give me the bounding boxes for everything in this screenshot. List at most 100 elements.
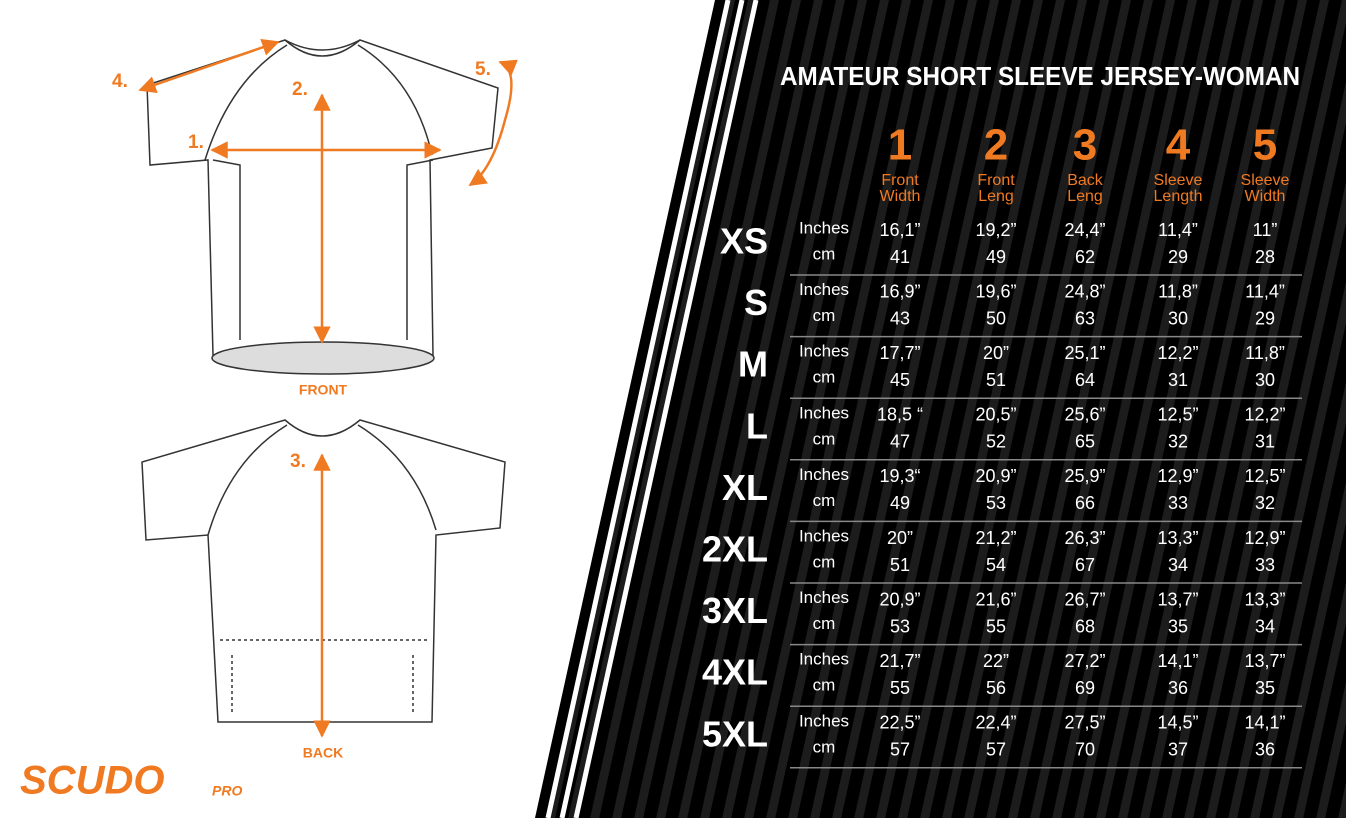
column-label: Width [1245,188,1286,205]
inches-value: 21,7” [879,651,920,671]
cm-value: 55 [986,616,1006,636]
cm-value: 55 [890,678,910,698]
inches-value: 20,5” [975,405,1016,425]
cm-value: 47 [890,432,910,452]
back-label: BACK [303,745,343,761]
column-label: Front [881,172,919,189]
unit-label: cm [813,244,836,263]
cm-value: 35 [1255,678,1275,698]
inches-value: 24,4” [1064,220,1105,240]
cm-value: 51 [890,555,910,575]
inches-value: 26,7” [1064,589,1105,609]
inches-value: 12,9” [1244,528,1285,548]
diagram-label: 1. [188,132,204,153]
unit-label: Inches [799,280,849,299]
cm-value: 67 [1075,555,1095,575]
logo: SCUDO [20,759,164,803]
cm-value: 31 [1168,370,1188,390]
inches-value: 16,1” [879,220,920,240]
inches-value: 11,8” [1245,343,1285,363]
cm-value: 52 [986,432,1006,452]
inches-value: 27,2” [1064,651,1105,671]
cm-value: 54 [986,555,1006,575]
inches-value: 26,3” [1064,528,1105,548]
unit-label: Inches [799,588,849,607]
unit-label: Inches [799,403,849,422]
edge-stripes [545,0,759,819]
inches-value: 14,1” [1157,651,1198,671]
inches-value: 17,7” [879,343,920,363]
inches-value: 24,8” [1064,281,1105,301]
cm-value: 53 [890,616,910,636]
unit-label: cm [813,676,836,695]
size-label: 5XL [702,713,768,754]
size-label: L [746,405,768,446]
inches-value: 20,9” [879,589,920,609]
cm-value: 36 [1255,740,1275,760]
inches-value: 25,9” [1064,466,1105,486]
column-label: Leng [978,188,1014,205]
inches-value: 13,3” [1157,528,1198,548]
cm-value: 51 [986,370,1006,390]
cm-value: 35 [1168,616,1188,636]
unit-label: Inches [799,526,849,545]
inches-value: 25,1” [1064,343,1105,363]
cm-value: 53 [986,493,1006,513]
cm-value: 65 [1075,432,1095,452]
size-label: 4XL [702,652,768,693]
size-label: M [738,344,768,385]
size-label: XS [720,221,768,262]
unit-label: Inches [799,711,849,730]
unit-label: Inches [799,465,849,484]
column-label: Sleeve [1154,172,1203,189]
inches-value: 12,2” [1244,405,1285,425]
cm-value: 49 [890,493,910,513]
inches-value: 20” [887,528,913,548]
size-label: 2XL [702,529,768,570]
cm-value: 57 [986,740,1006,760]
inches-value: 16,9” [879,281,920,301]
unit-label: Inches [799,342,849,361]
cm-value: 63 [1075,308,1095,328]
unit-label: cm [813,429,836,448]
inches-value: 27,5” [1064,713,1105,733]
inches-value: 11,4” [1158,220,1198,240]
cm-value: 41 [890,247,910,267]
diagram-label: 4. [112,71,128,92]
column-label: Sleeve [1241,172,1290,189]
column-number: 1 [888,121,912,170]
cm-value: 33 [1168,493,1188,513]
cm-value: 36 [1168,678,1188,698]
inches-value: 20” [983,343,1009,363]
cm-value: 57 [890,740,910,760]
inches-value: 19,3“ [879,466,920,486]
column-label: Front [977,172,1015,189]
cm-value: 56 [986,678,1006,698]
unit-label: cm [813,306,836,325]
inches-value: 11,4” [1245,281,1285,301]
inches-value: 12,9” [1157,466,1198,486]
cm-value: 28 [1255,247,1275,267]
inches-value: 21,2” [975,528,1016,548]
size-label: S [744,282,768,323]
cm-value: 66 [1075,493,1095,513]
cm-value: 64 [1075,370,1095,390]
cm-value: 29 [1168,247,1188,267]
unit-label: cm [813,491,836,510]
diagram-label: 5. [475,59,491,80]
size-label: XL [722,467,768,508]
inches-value: 14,5” [1157,713,1198,733]
size-table: 1FrontWidth2FrontLeng3BackLeng4SleeveLen… [702,121,1302,769]
unit-label: cm [813,614,836,633]
inches-value: 22,5” [879,713,920,733]
inches-value: 13,7” [1244,651,1285,671]
cm-value: 30 [1168,308,1188,328]
column-label: Width [880,188,921,205]
inches-value: 12,2” [1157,343,1198,363]
title: AMATEUR SHORT SLEEVE JERSEY-WOMAN [780,61,1300,91]
cm-value: 29 [1255,308,1275,328]
cm-value: 34 [1255,616,1275,636]
column-number: 3 [1073,121,1097,170]
